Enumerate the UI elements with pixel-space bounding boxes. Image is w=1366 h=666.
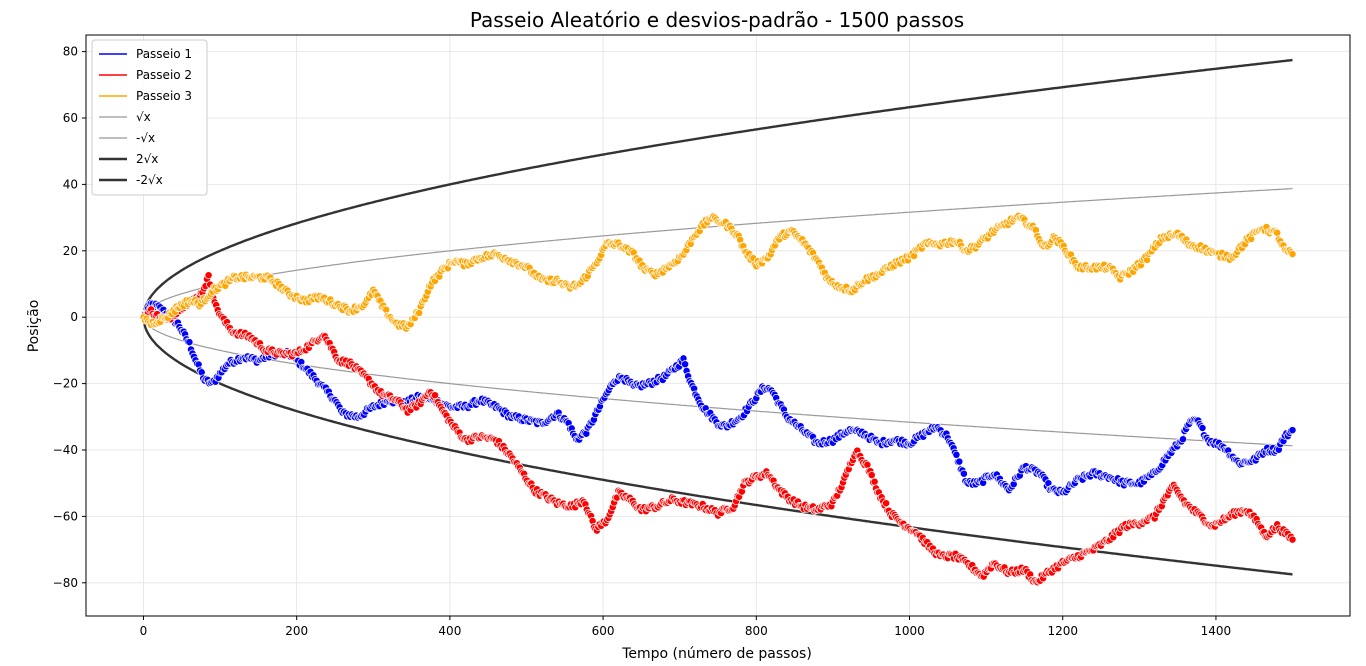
curve-sqrtx [142, 317, 1293, 447]
series-passeio-3 [139, 211, 1297, 333]
legend-label: Passeio 3 [136, 89, 192, 103]
y-tick-label: 40 [63, 177, 78, 191]
y-tick-label: 20 [63, 244, 78, 258]
x-tick-label: 1200 [1047, 624, 1078, 638]
data-point [1288, 535, 1297, 544]
grid-lines [86, 35, 1350, 616]
data-point [1288, 250, 1297, 259]
data-point [1179, 435, 1187, 444]
legend-label: -2√x [136, 173, 163, 187]
legend-label: √x [136, 110, 151, 124]
data-point [1288, 426, 1297, 435]
x-tick-label: 800 [745, 624, 768, 638]
data-point [1198, 424, 1207, 432]
legend-label: Passeio 2 [136, 68, 192, 82]
x-tick-label: 600 [592, 624, 615, 638]
y-tick-label: −20 [53, 377, 78, 391]
legend-label: 2√x [136, 152, 158, 166]
legend-label: -√x [136, 131, 155, 145]
plot-frame [85, 34, 1351, 617]
y-tick-label: 80 [63, 45, 78, 59]
x-tick-label: 0 [140, 624, 148, 638]
x-tick-label: 1400 [1201, 624, 1232, 638]
y-tick-label: −80 [53, 576, 78, 590]
data-point [1273, 228, 1282, 237]
data-point [882, 499, 891, 508]
legend: Passeio 1 Passeio 2 Passeio 3 √x -√x 2√x -2√x [91, 39, 208, 196]
curve-2sqrtx [142, 317, 1293, 576]
data-point [870, 477, 879, 486]
y-tick-label: 60 [63, 111, 78, 125]
data-point [431, 391, 439, 400]
data-point [415, 309, 424, 317]
curve-2sqrtx [142, 58, 1293, 318]
data-point [910, 252, 919, 260]
data-point [681, 360, 690, 369]
data-point [204, 271, 213, 280]
data-point [952, 450, 961, 459]
x-axis-title: Tempo (número de passos) [621, 646, 812, 662]
x-tick-label: 1000 [894, 624, 925, 638]
data-point [955, 457, 964, 466]
y-tick-label: −40 [53, 443, 78, 457]
data-point [959, 469, 968, 478]
chart-title: Passeio Aleatório e desvios-padrão - 150… [470, 8, 964, 32]
legend-box [91, 39, 208, 196]
y-tick-label: 0 [70, 310, 78, 324]
y-axis-title: Posição [26, 300, 42, 353]
series-layer [139, 58, 1297, 587]
plot-area [86, 35, 1350, 616]
legend-label: Passeio 1 [136, 47, 192, 61]
data-point [867, 471, 876, 480]
data-point [185, 338, 194, 347]
y-tick-label: −60 [53, 509, 78, 523]
x-tick-label: 400 [438, 624, 461, 638]
series-passeio-2 [139, 271, 1297, 587]
axis-ticks: 0 200 400 600 800 1000 1200 1400 −80 −60 −40 −20 0 20… [53, 45, 1232, 638]
x-tick-label: 200 [285, 624, 308, 638]
